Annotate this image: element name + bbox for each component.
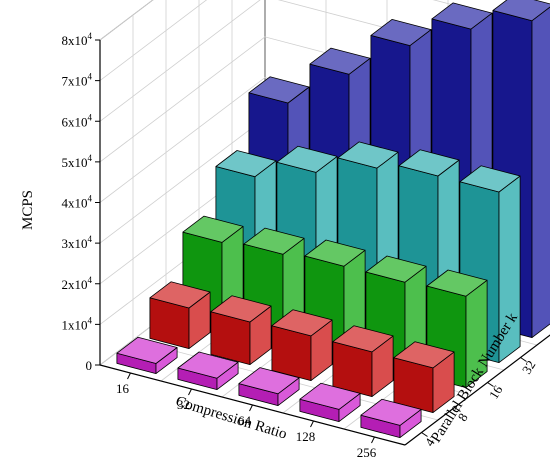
z-tick-label: 3x104 (62, 234, 93, 251)
x-tick-label: 64 (238, 413, 252, 428)
x-tick-label: 32 (177, 397, 190, 412)
bar-k8-cr128 (332, 325, 394, 398)
bar-k4-cr32 (177, 351, 239, 391)
bar-k8-cr256 (393, 341, 455, 414)
y-tick-mark (454, 407, 461, 412)
x-tick-mark (127, 372, 131, 380)
x-tick-mark (310, 420, 314, 428)
z-tick-label: 2x104 (62, 275, 93, 292)
y-tick-mark (487, 382, 494, 387)
x-tick-mark (371, 436, 375, 444)
bar-k4-cr128 (299, 382, 361, 423)
bar-k8-cr64 (271, 309, 333, 382)
x-tick-mark (188, 388, 192, 396)
y-tick-label: 16 (486, 382, 506, 401)
z-tick-label: 0 (86, 358, 93, 373)
y-tick-mark (421, 432, 428, 437)
x-tick-label: 256 (357, 445, 377, 460)
z-tick-label: 5x104 (62, 153, 93, 170)
bar-k8-cr16 (149, 281, 211, 350)
z-tick-label: 6x104 (62, 112, 93, 129)
bar-k8-cr32 (210, 295, 272, 366)
x-tick-label: 128 (296, 429, 316, 444)
z-tick-label: 1x104 (62, 315, 93, 332)
y-tick-mark (520, 357, 527, 362)
bars-layer (116, 0, 550, 439)
z-axis-label: MCPS (20, 190, 36, 230)
bar-k4-cr64 (238, 367, 300, 407)
z-tick-label: 4x104 (62, 194, 93, 211)
z-tick-label: 8x104 (62, 31, 93, 48)
bar-k4-cr16 (116, 336, 178, 375)
z-tick-label: 7x104 (62, 72, 93, 89)
bar-k4-cr256 (360, 398, 422, 439)
y-tick-label: 32 (519, 358, 539, 377)
ticks-layer: 0 1x104 2x104 3x104 4x104 5x104 6x104 7x104 8x10… (62, 31, 539, 460)
x-tick-label: 16 (116, 381, 130, 396)
x-tick-mark (249, 404, 253, 412)
